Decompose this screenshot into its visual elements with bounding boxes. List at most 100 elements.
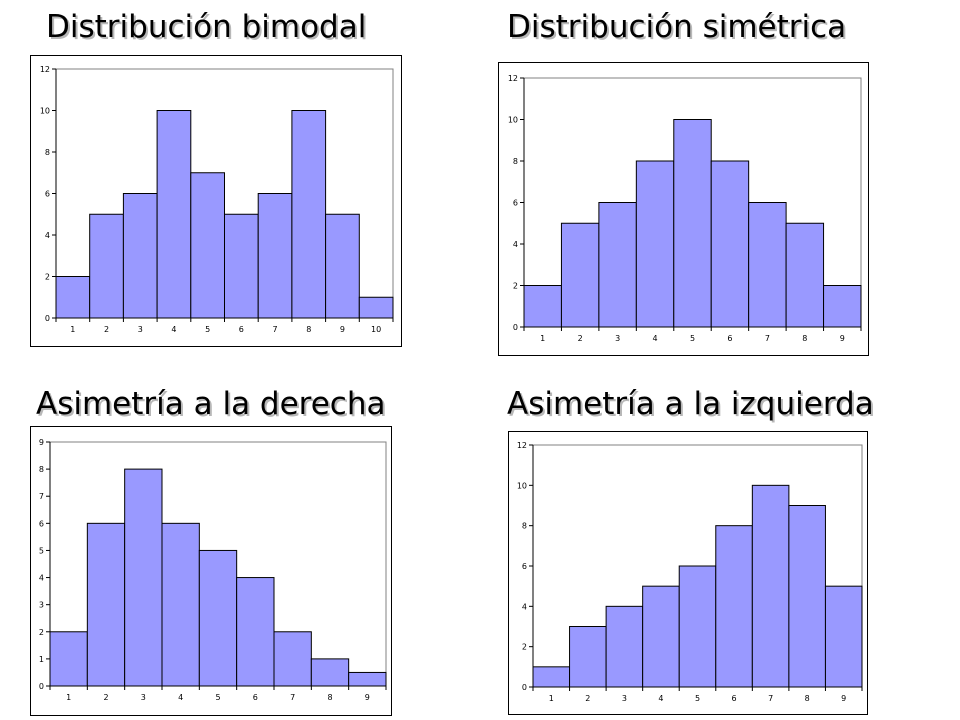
y-tick-label: 3 <box>39 601 44 610</box>
y-tick-label: 6 <box>45 190 50 199</box>
bar-9 <box>824 585 863 688</box>
y-tick-label: 4 <box>522 602 527 611</box>
x-tick-label: 8 <box>802 334 807 343</box>
bar-8 <box>785 222 825 328</box>
x-tick-label: 7 <box>765 334 770 343</box>
x-tick-label: 3 <box>138 325 143 334</box>
chart-right-skew-svg: 0 1 2 3 4 5 6 7 8 9 1 2 3 4 5 6 7 8 9 <box>39 438 387 702</box>
bar-2 <box>569 626 607 688</box>
x-tick-label: 8 <box>805 694 810 703</box>
x-tick-label: 2 <box>103 693 108 702</box>
x-tick-label: 7 <box>273 325 278 334</box>
y-tick-label: 8 <box>522 522 527 531</box>
y-tick-label: 10 <box>508 116 518 125</box>
chart-title-symmetric: Distribución simétrica <box>507 9 847 45</box>
x-tick-label: 6 <box>727 334 732 343</box>
bar-8 <box>788 505 826 688</box>
x-tick-label: 9 <box>340 325 345 334</box>
bar-10 <box>358 296 394 319</box>
bar-3 <box>598 202 637 328</box>
x-tick-label: 3 <box>141 693 146 702</box>
x-tick-label: 5 <box>695 694 700 703</box>
bar-5 <box>198 549 238 687</box>
x-tick-label: 7 <box>290 693 295 702</box>
x-tick-label: 4 <box>658 694 663 703</box>
x-tick-label: 8 <box>306 325 311 334</box>
bar-5 <box>190 172 226 319</box>
y-tick-label: 2 <box>522 643 527 652</box>
y-tick-label: 12 <box>508 74 518 83</box>
bar-9 <box>348 671 387 687</box>
y-tick-label: 12 <box>517 441 527 450</box>
y-tick-label: 12 <box>40 65 50 74</box>
y-tick-label: 9 <box>39 438 44 447</box>
y-tick-label: 4 <box>39 574 44 583</box>
bar-4 <box>635 160 675 328</box>
bar-6 <box>236 577 275 687</box>
x-tick-label: 9 <box>841 694 846 703</box>
y-tick-label: 8 <box>39 465 44 474</box>
y-tick-label: 0 <box>513 323 518 332</box>
y-tick-label: 8 <box>513 157 518 166</box>
x-tick-label: 2 <box>585 694 590 703</box>
bar-6 <box>715 525 753 688</box>
bar-5 <box>678 565 717 688</box>
bar-2 <box>560 222 600 328</box>
bar-8 <box>310 658 350 687</box>
chart-title-right-skew: Asimetría a la derecha <box>36 386 386 422</box>
x-tick-label: 9 <box>365 693 370 702</box>
bar-3 <box>122 193 158 319</box>
bar-7 <box>257 193 293 319</box>
y-tick-label: 10 <box>40 107 50 116</box>
bar-2 <box>86 522 126 687</box>
bar-1 <box>523 285 562 328</box>
y-tick-label: 2 <box>513 282 518 291</box>
y-tick-label: 2 <box>45 273 50 282</box>
chart-right-skew: 0 1 2 3 4 5 6 7 8 9 1 2 3 4 5 6 7 8 9 <box>30 426 392 716</box>
bar-7 <box>273 631 312 687</box>
y-tick-label: 0 <box>45 314 50 323</box>
y-tick-label: 6 <box>522 562 527 571</box>
x-tick-label: 2 <box>578 334 583 343</box>
bar-3 <box>605 605 644 688</box>
bar-9 <box>823 285 862 328</box>
chart-title-bimodal: Distribución bimodal <box>46 9 367 45</box>
x-tick-label: 3 <box>622 694 627 703</box>
x-tick-label: 4 <box>171 325 176 334</box>
bar-4 <box>156 110 192 319</box>
x-tick-label: 2 <box>104 325 109 334</box>
bar-4 <box>642 585 680 688</box>
x-tick-label: 1 <box>66 693 71 702</box>
bar-6 <box>710 160 750 328</box>
x-tick-label: 6 <box>253 693 258 702</box>
y-tick-label: 6 <box>39 519 44 528</box>
chart-bimodal: 0 2 4 6 8 10 12 1 2 3 4 5 6 7 8 9 10 <box>30 55 402 347</box>
bar-8 <box>291 110 327 319</box>
bar-7 <box>751 484 790 688</box>
x-tick-label: 1 <box>70 325 75 334</box>
x-tick-label: 6 <box>239 325 244 334</box>
y-tick-label: 6 <box>513 199 518 208</box>
x-tick-label: 4 <box>178 693 183 702</box>
bar-1 <box>49 631 88 687</box>
x-tick-label: 5 <box>205 325 210 334</box>
chart-left-skew: 0 2 4 6 8 10 12 1 2 3 4 5 6 7 8 9 <box>508 431 868 715</box>
x-tick-label: 1 <box>549 694 554 703</box>
x-tick-label: 3 <box>615 334 620 343</box>
x-tick-label: 6 <box>732 694 737 703</box>
x-tick-label: 1 <box>540 334 545 343</box>
y-tick-label: 4 <box>45 231 50 240</box>
chart-symmetric: 0 2 4 6 8 10 12 1 2 3 4 5 6 7 8 9 <box>498 62 869 356</box>
y-tick-label: 4 <box>513 240 518 249</box>
y-tick-label: 2 <box>39 628 44 637</box>
bar-5 <box>673 119 712 328</box>
bar-1 <box>55 276 91 319</box>
bar-1 <box>532 666 571 688</box>
bar-6 <box>224 213 259 319</box>
y-tick-label: 0 <box>522 683 527 692</box>
x-tick-label: 9 <box>840 334 845 343</box>
x-tick-label: 10 <box>371 325 381 334</box>
